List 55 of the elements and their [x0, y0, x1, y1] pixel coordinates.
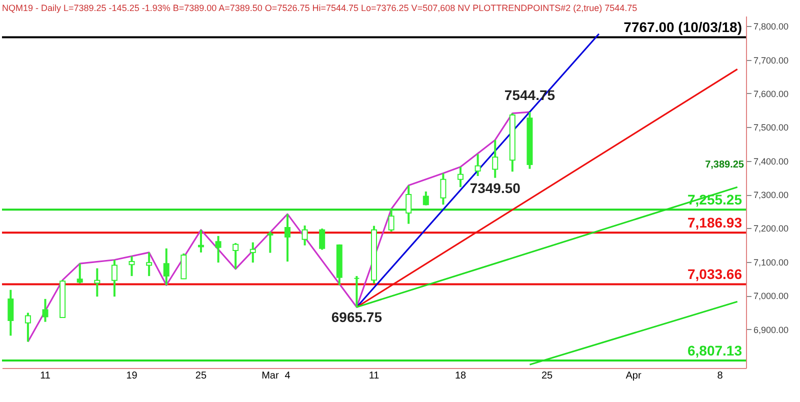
ref-line-label: 7767.00 (10/03/18) — [624, 19, 742, 36]
x-tick-label: Mar — [262, 370, 280, 382]
y-tick-label: 6,900.00 — [754, 324, 789, 335]
x-tick-label: 18 — [454, 370, 467, 382]
candlestick — [128, 255, 135, 278]
y-tick-label: 7,000.00 — [754, 291, 789, 302]
candlestick — [94, 267, 100, 298]
ref-line-label: 7,186.93 — [688, 214, 742, 231]
candlestick — [284, 213, 290, 263]
candlestick — [474, 153, 481, 177]
candlestick — [440, 172, 446, 206]
x-tick-label: 25 — [541, 370, 554, 382]
x-tick-label: Apr — [626, 370, 642, 382]
candlestick — [163, 247, 170, 286]
candlestick — [354, 275, 360, 308]
chart-title: NQM19 - Daily L=7389.25 -145.25 -1.93% B=7389.00 A=7389.50 O=7526.75 Hi=7544.75 Lo=7376.25 V=507,608 NV PLOTTRENDPOINTS#2 (2,true) 7544.75 — [2, 3, 638, 13]
x-tick-label: 11 — [40, 370, 51, 382]
y-tick-label: 7,400.00 — [754, 156, 789, 166]
candlestick — [492, 138, 498, 179]
candlestick — [267, 230, 274, 254]
y-tick-label: 7,300.00 — [754, 190, 789, 200]
x-tick-label: 4 — [284, 370, 291, 382]
ref-line-label: 7,033.66 — [688, 266, 742, 282]
candlestick — [146, 251, 152, 278]
annotation: 7,389.25 — [705, 159, 744, 170]
y-tick-label: 7,500.00 — [754, 122, 789, 133]
annotation: 6965.75 — [331, 309, 382, 326]
candlestick — [250, 241, 256, 264]
line-series — [27, 111, 531, 343]
candlestick — [24, 312, 31, 343]
x-tick-label: 19 — [126, 370, 138, 382]
candlestick — [458, 166, 464, 188]
y-tick-label: 7,800.00 — [754, 22, 789, 32]
y-tick-label: 7,700.00 — [754, 55, 789, 66]
candlestick — [76, 262, 83, 284]
x-tick-label: 8 — [717, 370, 724, 382]
y-tick-label: 7,600.00 — [754, 88, 789, 99]
candlestick — [42, 298, 48, 323]
candlestick — [198, 228, 204, 254]
x-tick-label: 25 — [195, 370, 207, 382]
y-tick-label: 7,100.00 — [754, 257, 789, 268]
candlestick — [302, 224, 308, 246]
candlestick — [215, 234, 222, 264]
y-tick-label: 7,200.00 — [754, 224, 789, 234]
annotation: 7349.50 — [470, 180, 521, 196]
candlestick — [8, 288, 14, 337]
candlestick — [388, 207, 394, 233]
x-tick-label: 11 — [368, 370, 380, 382]
candlestick — [319, 228, 326, 251]
candlestick — [180, 252, 187, 280]
candlestick — [111, 258, 118, 298]
candlestick — [422, 190, 429, 206]
candlestick — [406, 184, 412, 225]
candlestick — [232, 242, 239, 270]
ref-line-label: 6,807.13 — [688, 342, 742, 359]
